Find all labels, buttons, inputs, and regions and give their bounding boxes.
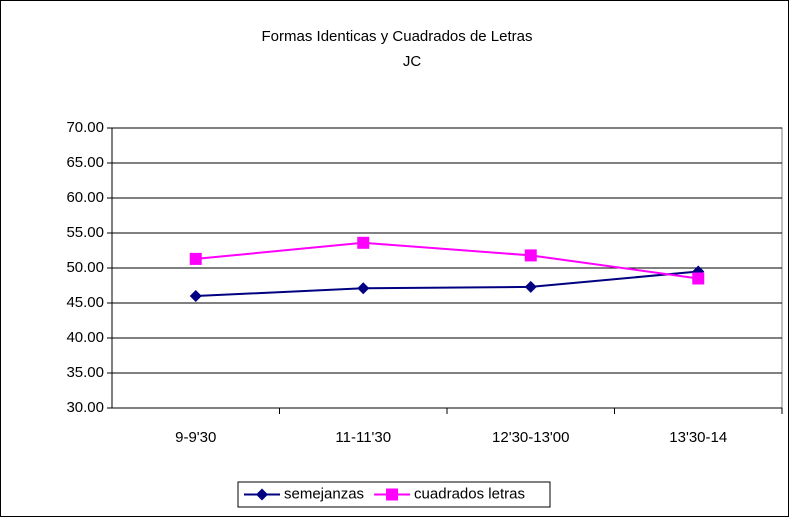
data-point bbox=[524, 249, 537, 262]
y-tick-label: 50.00 bbox=[66, 259, 104, 276]
chart-title: Formas Identicas y Cuadrados de Letras bbox=[262, 28, 533, 45]
x-tick-label: 11-11'30 bbox=[335, 429, 391, 446]
data-point bbox=[692, 272, 705, 285]
y-tick-label: 40.00 bbox=[66, 329, 104, 346]
data-point bbox=[357, 236, 370, 249]
y-tick-label: 60.00 bbox=[66, 189, 104, 206]
chart-subtitle: JC bbox=[403, 53, 422, 70]
series-line bbox=[195, 270, 699, 297]
x-tick-label: 9-9'30 bbox=[175, 429, 216, 446]
y-tick-label: 70.00 bbox=[66, 119, 104, 136]
series-line bbox=[195, 241, 699, 280]
y-tick-label: 30.00 bbox=[66, 399, 104, 416]
legend-label: semejanzas bbox=[284, 485, 364, 502]
data-point bbox=[189, 290, 202, 302]
x-tick-label: 13'30-14 bbox=[669, 429, 727, 446]
y-tick-label: 35.00 bbox=[66, 364, 104, 381]
y-tick-label: 55.00 bbox=[66, 224, 104, 241]
data-point bbox=[357, 282, 370, 295]
y-tick-label: 65.00 bbox=[66, 154, 104, 171]
data-point bbox=[524, 280, 537, 293]
legend-label: cuadrados letras bbox=[414, 485, 525, 502]
legend-marker bbox=[256, 488, 268, 501]
y-tick-label: 45.00 bbox=[66, 294, 104, 311]
x-tick-label: 12'30-13'00 bbox=[492, 429, 569, 446]
data-point bbox=[189, 252, 202, 265]
legend-marker bbox=[386, 488, 399, 501]
